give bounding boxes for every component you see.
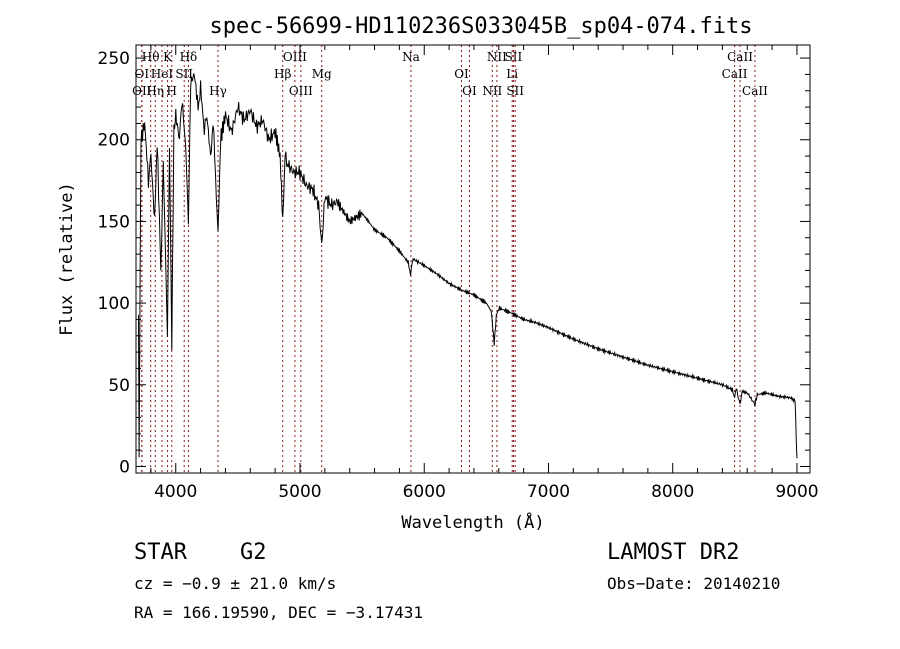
spectral-line-label: OII [132,84,152,98]
survey-label: LAMOST DR2 [607,540,740,565]
spectrum-line [138,73,798,459]
spectral-line-label: OI [135,67,150,81]
spectral-line-label: Na [402,50,420,64]
obs-date: Obs−Date: 20140210 [607,574,781,593]
object-subclass: G2 [240,540,267,565]
spectral-line-label: NII [482,84,502,98]
spectral-line-label: Li [506,67,518,81]
y-tick-label: 150 [98,212,130,232]
spectral-line-label: Hδ [180,50,198,64]
spectral-line-label: Hη [146,84,164,98]
spectral-line-label: OI [454,67,469,81]
x-tick-label: 4000 [154,482,197,502]
y-tick-label: 50 [108,376,130,396]
spectral-line-label: K [163,50,173,64]
spectral-line-label: OIII [289,84,313,98]
spectral-line-label: Hγ [209,84,227,98]
y-axis-label: Flux (relative) [57,182,77,336]
spectral-line-label: SII [505,50,523,64]
spectral-line-label: H [167,84,177,98]
spectral-line-label: HeI [151,67,174,81]
x-tick-label: 7000 [527,482,570,502]
y-tick-label: 250 [98,49,130,69]
spectral-line-label: SII [506,84,524,98]
chart-title: spec-56699-HD110236S033045B_sp04-074.fit… [209,14,752,39]
x-axis-label: Wavelength (Å) [401,511,544,533]
spectral-line-label: Hβ [274,67,291,81]
x-tick-label: 5000 [278,482,321,502]
y-tick-label: 100 [98,294,130,314]
spectral-line-label: CaII [722,67,748,81]
spectral-line-label: SII [175,67,193,81]
redshift-info: cz = −0.9 ± 21.0 km/s [134,574,337,593]
x-tick-label: 8000 [651,482,694,502]
plot-frame [135,44,811,474]
spectral-line-label: OI [462,84,477,98]
object-class: STAR [134,540,187,565]
y-tick-label: 200 [98,131,130,151]
spectral-line-label: OIII [283,50,307,64]
x-tick-label: 9000 [775,482,818,502]
spectral-line-label: Mg [312,67,332,81]
coordinates: RA = 166.19590, DEC = −3.17431 [134,603,423,622]
x-tick-label: 6000 [403,482,446,502]
spectral-line-label: CaII [742,84,768,98]
y-tick-label: 0 [119,457,130,477]
spectral-line-label: CaII [727,50,753,64]
spectral-line-label: Hθ [142,50,160,64]
